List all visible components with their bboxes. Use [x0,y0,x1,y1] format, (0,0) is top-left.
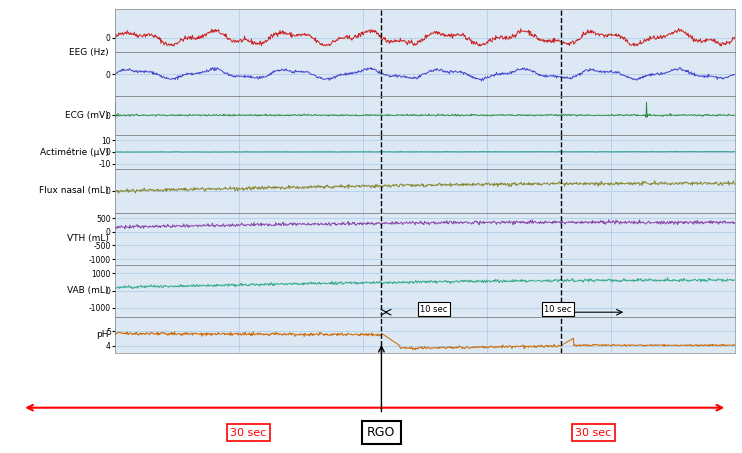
Y-axis label: Flux nasal (mL): Flux nasal (mL) [39,187,109,195]
Text: 30 sec: 30 sec [576,428,611,438]
Y-axis label: ECG (mV): ECG (mV) [65,111,109,120]
Text: RGO: RGO [367,426,395,439]
Text: 10 sec: 10 sec [421,305,447,314]
Y-axis label: VTH (mL): VTH (mL) [67,234,109,243]
Text: 10 sec: 10 sec [545,305,571,314]
Y-axis label: EEG (Hz): EEG (Hz) [69,48,109,57]
Text: 30 sec: 30 sec [230,428,266,438]
Y-axis label: Actimétrie (µV): Actimétrie (µV) [40,147,109,157]
Y-axis label: pH: pH [96,330,109,339]
Y-axis label: VAB (mL): VAB (mL) [68,286,109,295]
